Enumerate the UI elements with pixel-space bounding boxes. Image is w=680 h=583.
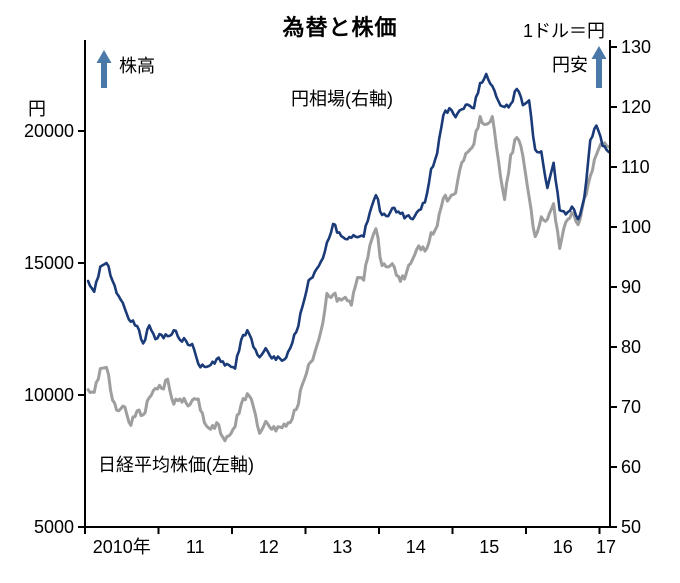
right-axis-unit: 1ドル＝円 xyxy=(522,21,605,41)
x-tick-label: 16 xyxy=(553,537,573,557)
left-tick-label: 10000 xyxy=(24,385,74,405)
yen-weak-label: 円安 xyxy=(552,55,588,75)
right-tick-label: 100 xyxy=(621,217,651,237)
nikkei-series-label: 日経平均株価(左軸) xyxy=(98,455,254,475)
right-tick-label: 80 xyxy=(621,337,641,357)
x-tick-label: 14 xyxy=(406,537,426,557)
left-axis-unit: 円 xyxy=(28,99,46,119)
yen-line xyxy=(86,72,610,370)
left-tick-label: 20000 xyxy=(24,121,74,141)
x-tick-label: 13 xyxy=(332,537,352,557)
right-tick-label: 120 xyxy=(621,97,651,117)
yen-series-label: 円相場(右軸) xyxy=(291,89,393,109)
x-tick-label: 11 xyxy=(186,537,205,557)
x-tick-label: 17 xyxy=(596,537,616,557)
yen-weak-arrow-icon xyxy=(591,46,607,88)
right-tick-label: 60 xyxy=(621,457,641,477)
right-tick-label: 110 xyxy=(621,157,650,177)
chart-title: 為替と株価 xyxy=(282,15,398,40)
left-tick-label: 15000 xyxy=(24,253,74,273)
stock-high-label: 株高 xyxy=(119,56,155,76)
right-tick-label: 70 xyxy=(621,397,641,417)
right-tick-label: 130 xyxy=(621,37,651,57)
x-tick-label: 12 xyxy=(259,537,279,557)
x-tick-label: 2010年 xyxy=(93,537,151,557)
stock-high-arrow-icon xyxy=(96,50,112,88)
nikkei-line xyxy=(86,115,611,443)
left-tick-label: 5000 xyxy=(34,517,74,537)
right-tick-label: 90 xyxy=(621,277,641,297)
right-tick-label: 50 xyxy=(621,517,641,537)
x-tick-label: 15 xyxy=(479,537,499,557)
